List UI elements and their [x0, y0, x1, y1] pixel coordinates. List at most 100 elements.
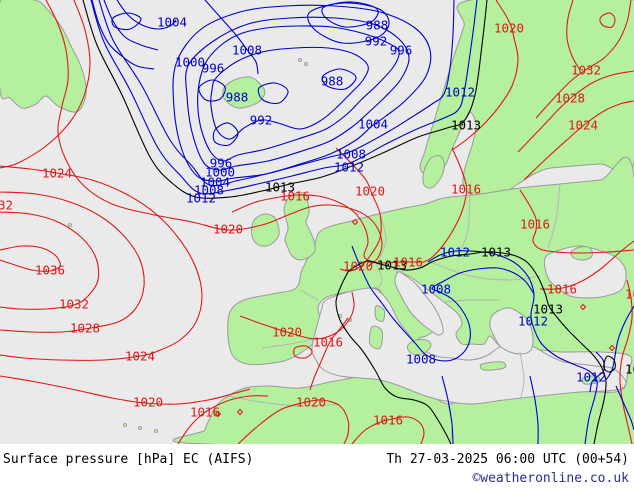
pressure-label: 1008 [421, 282, 451, 297]
copyright-link[interactable]: ©weatheronline.co.uk [472, 471, 629, 486]
isobar-line [519, 189, 634, 254]
isobar-line [309, 317, 349, 391]
pressure-label: 1012 [445, 85, 475, 100]
pressure-label: 988 [366, 18, 389, 33]
surface-pressure-map: 1004 1008 1000 996 988 992 988 988 992 996 1004 100… [0, 0, 634, 444]
island [283, 191, 316, 261]
sea-region [394, 271, 444, 336]
pressure-label: 988 [226, 90, 249, 105]
isobar-line [619, 279, 633, 444]
pressure-label: 1020 [133, 395, 163, 410]
pressure-chart-canvas: 1004100810009969889929889889929961004100… [0, 0, 634, 444]
pressure-label: 1032 [0, 198, 13, 213]
country-border [375, 261, 383, 289]
isobar-line [539, 240, 634, 290]
isobar-line [0, 191, 145, 333]
pressure-label: 1016 [280, 189, 310, 204]
small-island [137, 425, 142, 430]
isobar-line [0, 375, 251, 405]
isobar-line [185, 16, 410, 171]
isobar-line [321, 1, 379, 28]
isobar-line [98, 0, 455, 187]
pressure-label: 1004 [358, 117, 388, 132]
isobar-line [90, 0, 478, 195]
pressure-mark-icon [579, 303, 587, 311]
isobar-line [603, 355, 616, 373]
pressure-label: 1012 [518, 314, 548, 329]
chart-title: Surface pressure [hPa] EC (AIFS) [3, 452, 254, 467]
pressure-label: 992 [250, 113, 273, 128]
isobar-line [321, 68, 357, 91]
isobar-line [423, 147, 468, 263]
pressure-label: 1012 [334, 160, 364, 175]
isobar-line [566, 0, 581, 71]
isobar-line [335, 147, 382, 272]
pressure-label: 1016 [393, 255, 423, 270]
country-border [547, 183, 561, 249]
isobar-line [177, 395, 269, 444]
pressure-label: 1000 [175, 55, 205, 70]
island [250, 213, 280, 247]
pressure-label: 1028 [555, 91, 585, 106]
isobar-line [351, 416, 425, 444]
isobar-line [427, 250, 598, 444]
pressure-label: 1012 [576, 370, 606, 385]
pressure-mark-icon [236, 408, 244, 416]
pressure-label: 1016 [373, 413, 403, 428]
small-island [123, 422, 128, 427]
island [374, 305, 386, 322]
isobar-line [45, 0, 383, 267]
country-border [227, 395, 341, 407]
country-border [299, 289, 319, 301]
pressure-label: 1012 [186, 191, 216, 206]
isobar-line [210, 46, 369, 140]
pressure-label: 1013 [265, 180, 295, 195]
isobar-line [335, 271, 452, 444]
isobar-line [535, 0, 632, 119]
isobar-line [116, 0, 177, 30]
isobar-line [204, 0, 259, 75]
small-island [153, 428, 158, 433]
isobar-line [529, 375, 539, 444]
pressure-label: 988 [321, 74, 344, 89]
isobar-line [198, 79, 226, 102]
pressure-label: 996 [390, 43, 413, 58]
country-border [459, 195, 471, 253]
pressure-label: 1020 [494, 21, 524, 36]
pressure-label: 1016 [547, 282, 577, 297]
pressure-label: 1013 [451, 118, 481, 133]
pressure-label: 1020 [296, 395, 326, 410]
pressure-label: 1020 [625, 287, 634, 302]
pressure-label: 1032 [571, 63, 601, 78]
pressure-mark-icon [608, 344, 616, 352]
pressure-label: 1028 [70, 321, 100, 336]
isobar-line [441, 375, 454, 444]
isobar-line [589, 351, 605, 393]
pressure-label: 1013 [377, 258, 407, 273]
pressure-label: 1032 [59, 297, 89, 312]
pressure-label: 1013 [533, 302, 563, 317]
isobar-line [257, 82, 289, 105]
country-border [429, 261, 541, 281]
pressure-label: 1004 [157, 15, 187, 30]
small-island [68, 222, 73, 227]
pressure-label: 1020 [272, 325, 302, 340]
isobar-line [293, 345, 313, 359]
pressure-label: 1016 [313, 335, 343, 350]
isobar-line [451, 0, 519, 151]
isobar-line [307, 2, 390, 44]
pressure-label: 1020 [355, 184, 385, 199]
pressure-mark-icon [214, 410, 222, 418]
pressure-label: 996 [210, 156, 233, 171]
isobar-line [212, 122, 239, 147]
pressure-label: 1008 [232, 43, 262, 58]
pressure-label: 1020 [213, 222, 243, 237]
island [368, 325, 384, 350]
isobar-line [91, 0, 155, 70]
isobar-line [0, 211, 100, 310]
isobar-line [239, 291, 355, 340]
landmass [422, 155, 445, 189]
country-border [443, 299, 501, 303]
country-border [519, 351, 525, 401]
